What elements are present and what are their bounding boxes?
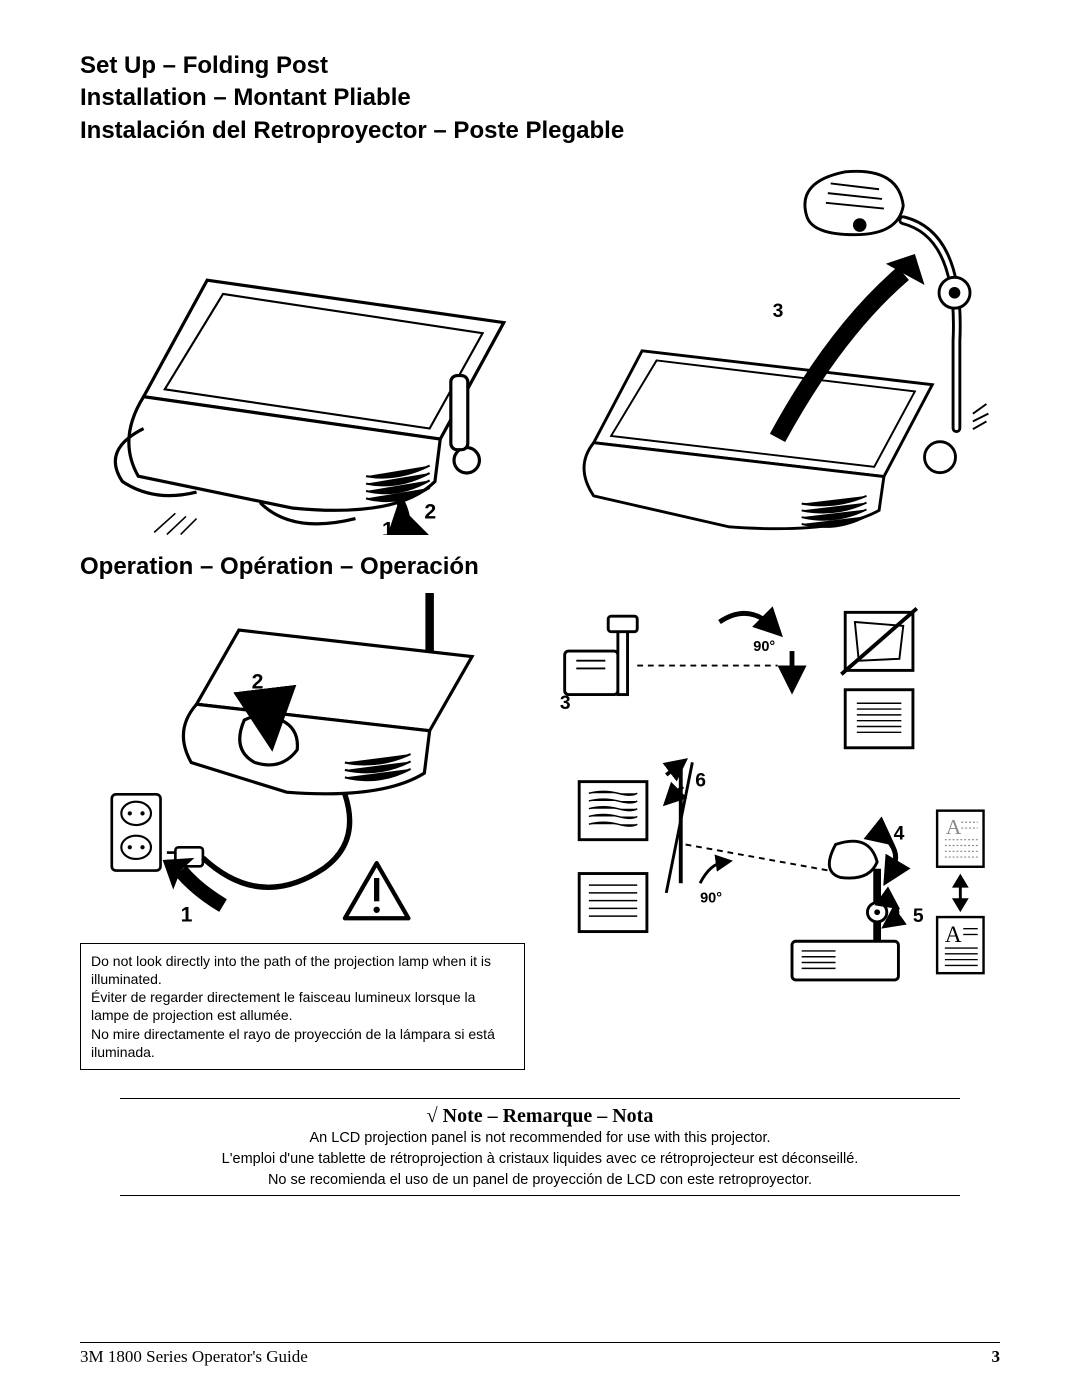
warning-en: Do not look directly into the path of th… [91,952,514,988]
projector-folded-illustration: 2 1 [80,259,525,534]
op-callout-2: 2 [252,670,264,693]
setup-figure-left: 2 1 [80,259,525,534]
note-rule-top [120,1098,960,1099]
title-es: Instalación del Retroproyector – Poste P… [80,115,1000,147]
projection-adjust-illustration: 90° 3 [555,593,1000,1019]
page-titles: Set Up – Folding Post Installation – Mon… [80,50,1000,147]
projector-unfolding-illustration: 3 [555,167,1000,535]
svg-text:A: A [945,922,962,948]
note-title: √ Note – Remarque – Nota [120,1105,960,1128]
svg-text:A: A [946,815,962,839]
warning-fr: Éviter de regarder directement le faisce… [91,988,514,1024]
op-callout-3: 3 [560,692,571,714]
page-footer: 3M 1800 Series Operator's Guide 3 [80,1342,1000,1367]
operation-title: Operation – Opération – Operación [80,553,1000,581]
note-es: No se recomienda el uso de un panel de p… [120,1170,960,1191]
footer-guide-name: 3M 1800 Series Operator's Guide [80,1347,308,1367]
note-rule-bottom [120,1195,960,1196]
note-block: √ Note – Remarque – Nota An LCD projecti… [80,1098,1000,1196]
op-callout-4: 4 [894,822,905,844]
callout-2: 2 [424,501,436,524]
title-fr: Installation – Montant Pliable [80,82,1000,114]
projection-lamp-warning: Do not look directly into the path of th… [80,943,525,1070]
angle-top: 90° [753,639,775,655]
op-callout-5: 5 [913,905,924,927]
operation-left-column: 2 1 Do not look directly into the path o… [80,593,525,1070]
setup-figures-row: 2 1 [80,167,1000,535]
angle-bottom: 90° [700,890,722,906]
note-fr: L'emploi d'une tablette de rétroprojecti… [120,1149,960,1170]
warning-es: No mire directamente el rayo de proyecci… [91,1025,514,1061]
op-callout-6: 6 [695,769,706,791]
callout-1: 1 [382,519,394,535]
op-callout-1: 1 [181,903,193,926]
operation-figures-row: 2 1 Do not look directly into the path o… [80,593,1000,1070]
projector-plugin-illustration: 2 1 [80,593,525,932]
title-en: Set Up – Folding Post [80,50,1000,82]
footer-page-number: 3 [992,1347,1001,1367]
note-en: An LCD projection panel is not recommend… [120,1128,960,1149]
setup-figure-right: 3 [555,167,1000,535]
callout-3: 3 [773,300,784,322]
operation-right-column: 90° 3 [555,593,1000,1024]
